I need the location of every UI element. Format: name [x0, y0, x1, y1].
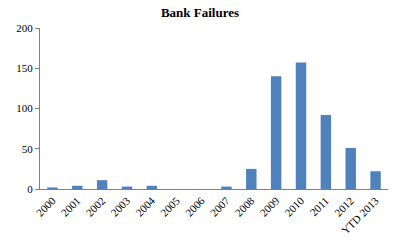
- svg-text:2012: 2012: [332, 195, 356, 219]
- svg-text:150: 150: [16, 62, 33, 74]
- svg-text:2007: 2007: [208, 194, 232, 218]
- svg-text:200: 200: [16, 22, 33, 34]
- svg-text:50: 50: [22, 143, 34, 155]
- svg-text:2009: 2009: [257, 194, 281, 218]
- svg-text:Bank Failures: Bank Failures: [161, 5, 239, 20]
- svg-text:2004: 2004: [133, 194, 157, 218]
- svg-text:YTD 2013: YTD 2013: [339, 194, 381, 236]
- svg-text:100: 100: [16, 102, 33, 114]
- svg-text:0: 0: [27, 183, 33, 195]
- svg-text:2006: 2006: [183, 194, 207, 218]
- svg-text:2005: 2005: [158, 194, 182, 218]
- svg-text:2001: 2001: [59, 195, 83, 219]
- svg-text:2000: 2000: [34, 194, 58, 218]
- svg-text:2010: 2010: [282, 194, 306, 218]
- svg-text:2011: 2011: [307, 195, 331, 219]
- svg-text:2002: 2002: [83, 195, 107, 219]
- svg-text:2003: 2003: [108, 194, 132, 218]
- svg-text:2008: 2008: [233, 194, 257, 218]
